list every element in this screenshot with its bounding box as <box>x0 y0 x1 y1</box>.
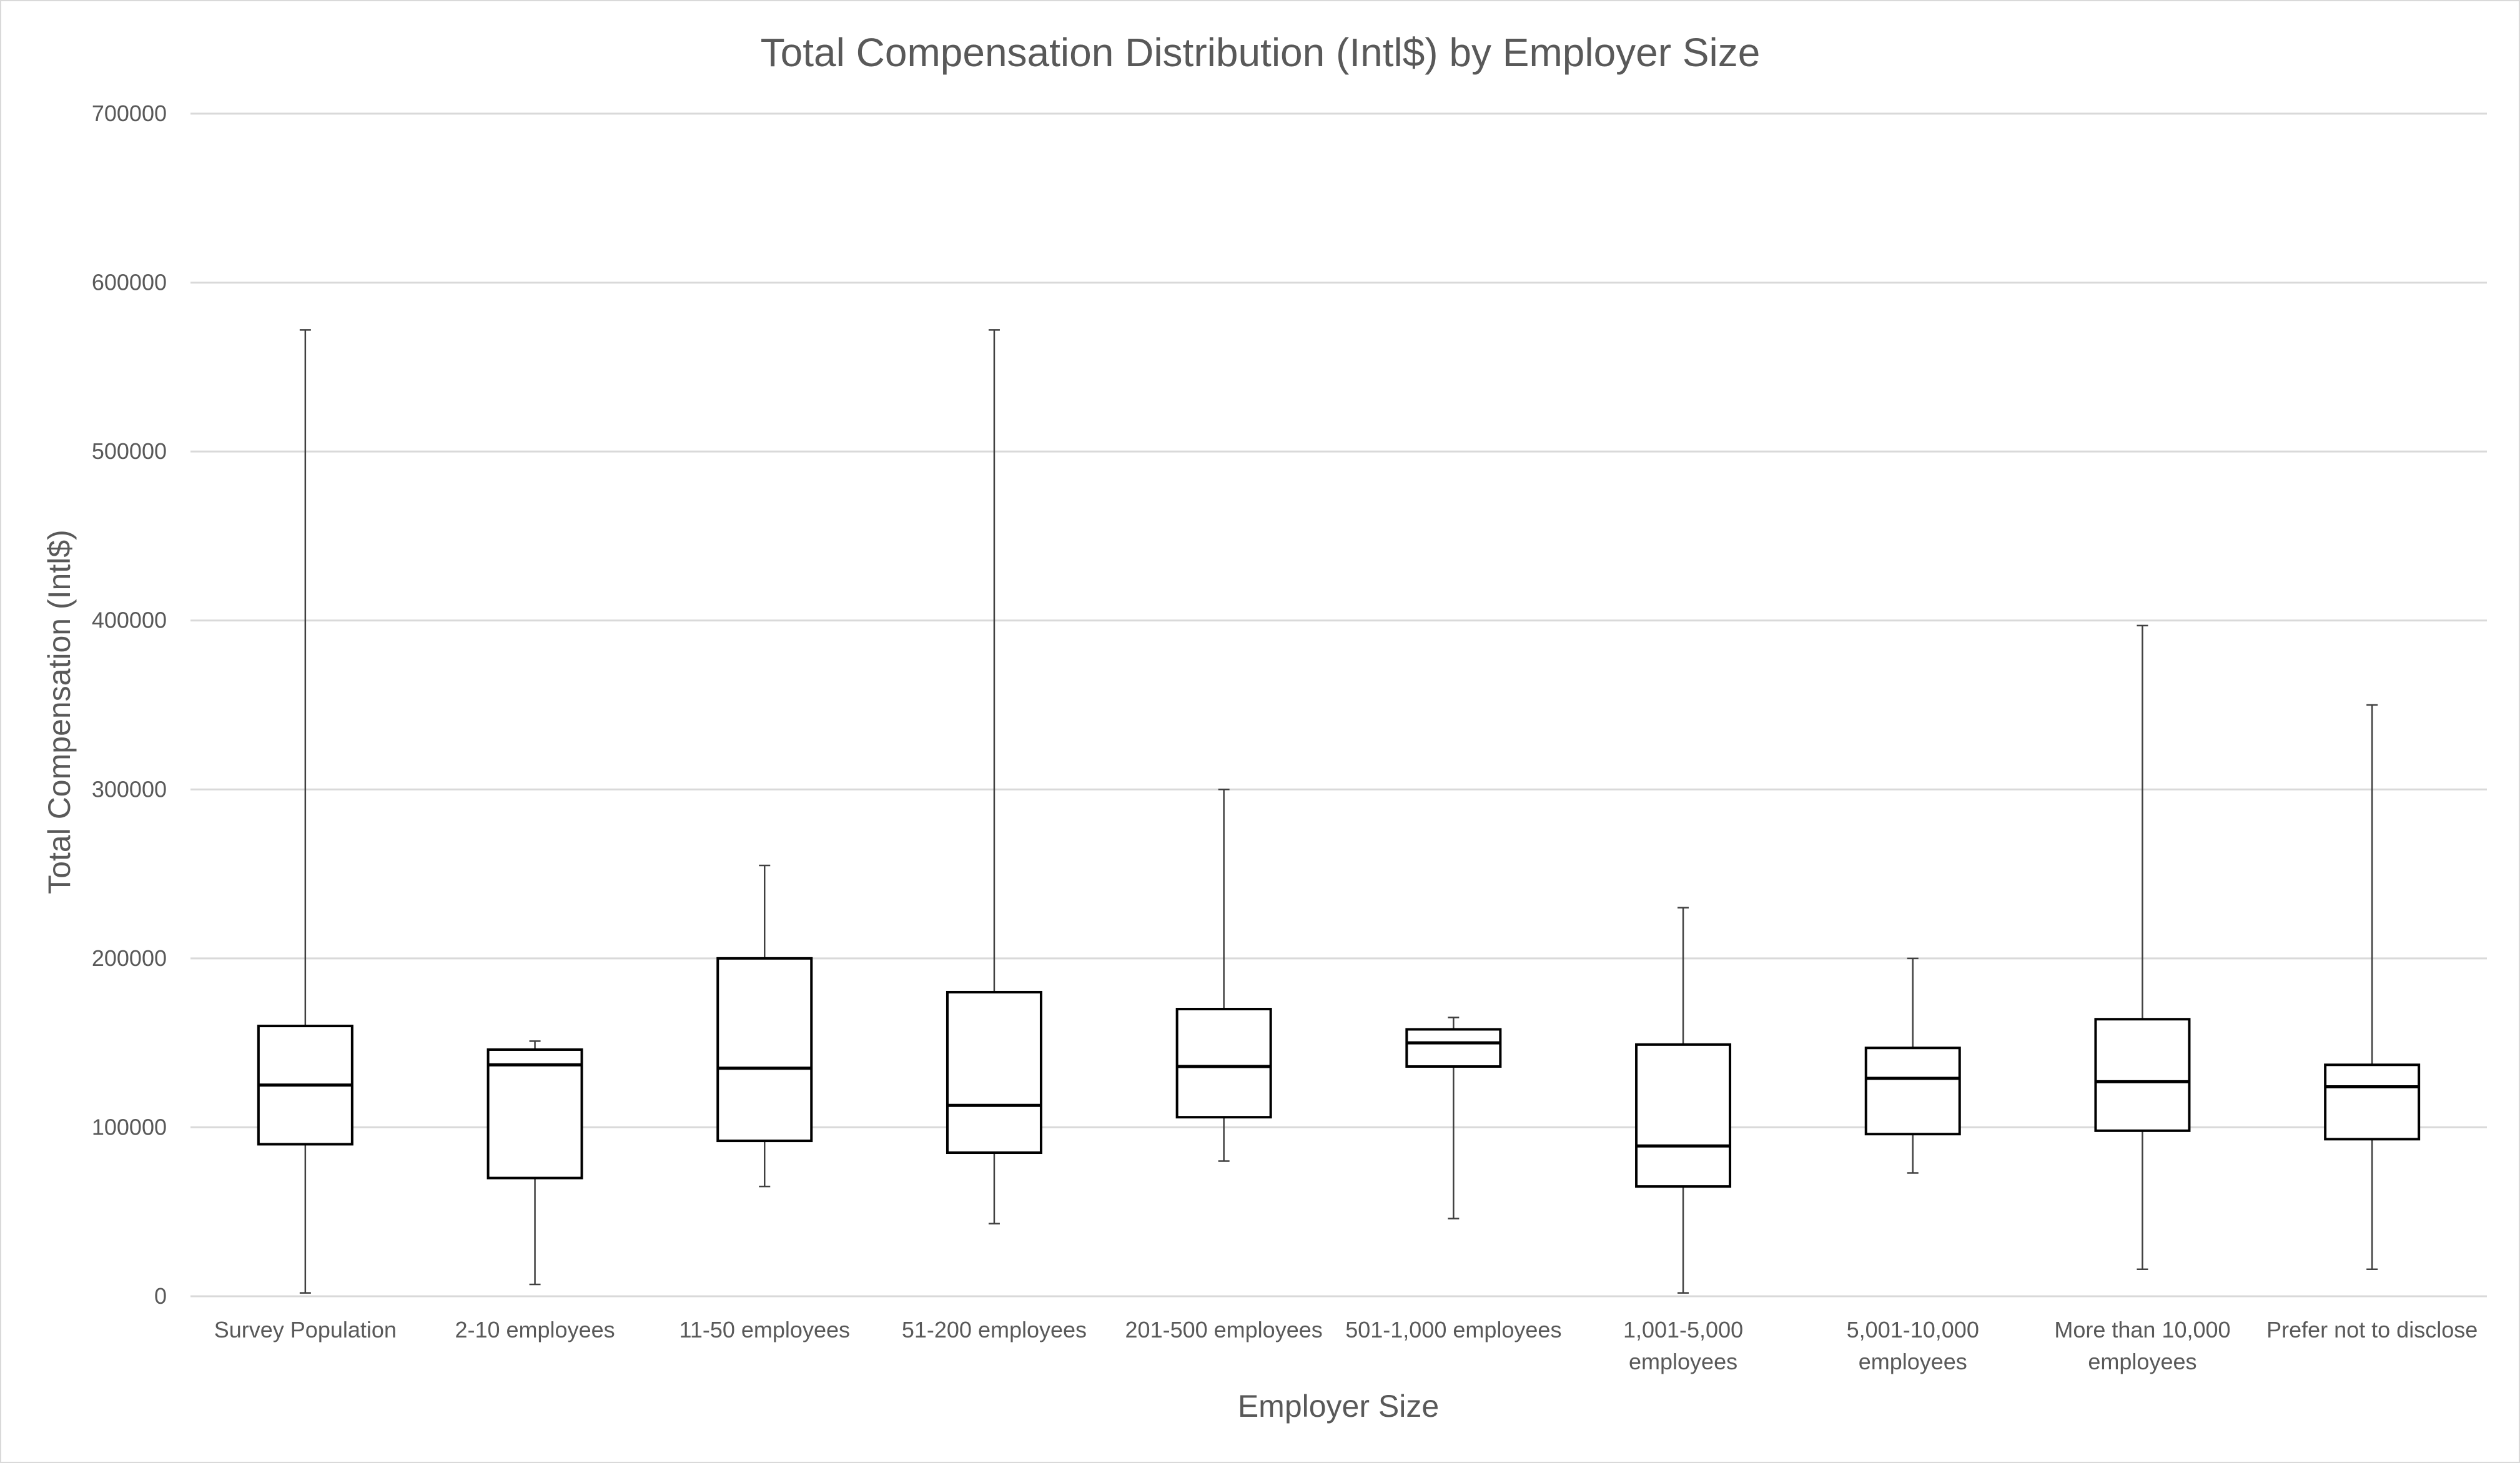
iqr-box <box>1864 1047 1961 1136</box>
iqr-box <box>1635 1043 1732 1188</box>
x-tick-label: Prefer not to disclose <box>2266 1317 2478 1342</box>
y-tick-label: 200000 <box>92 945 167 971</box>
box-group <box>1175 789 1272 1162</box>
y-tick-label: 0 <box>154 1283 167 1309</box>
y-tick-label: 300000 <box>92 776 167 802</box>
y-axis-title: Total Compensation (Intl$) <box>42 530 77 894</box>
box-series <box>257 329 2421 1294</box>
iqr-box <box>487 1048 583 1180</box>
box-group <box>487 1040 583 1286</box>
x-tick-label: 2-10 employees <box>455 1317 615 1342</box>
iqr-box <box>1405 1028 1502 1068</box>
box-group <box>1635 907 1732 1294</box>
y-tick-label: 700000 <box>92 101 167 126</box>
iqr-box <box>1175 1008 1272 1119</box>
box-group <box>946 329 1042 1224</box>
box-group <box>257 329 353 1294</box>
x-tick-label: 5,001-10,000 employees <box>1847 1317 1979 1374</box>
x-tick-label-line: employees <box>1629 1349 1737 1374</box>
x-tick-label: 201-500 employees <box>1125 1317 1323 1342</box>
y-tick-label: 100000 <box>92 1114 167 1140</box>
x-tick-label: 51-200 employees <box>902 1317 1087 1342</box>
x-tick-label: 11-50 employees <box>679 1317 851 1342</box>
x-tick-label-line: More than 10,000 <box>2054 1317 2230 1342</box>
iqr-box <box>716 957 813 1143</box>
x-tick-label-line: 51-200 employees <box>902 1317 1087 1342</box>
chart-title: Total Compensation Distribution (Intl$) … <box>761 30 1761 75</box>
x-tick-label-line: 1,001-5,000 <box>1623 1317 1743 1342</box>
x-tick-label-line: 2-10 employees <box>455 1317 615 1342</box>
x-tick-label-line: Survey Population <box>214 1317 397 1342</box>
box-group <box>2324 704 2421 1270</box>
x-tick-label: 1,001-5,000 employees <box>1623 1317 1743 1374</box>
iqr-box <box>2324 1063 2421 1141</box>
x-axis-ticks: Survey Population 2-10 employees 11-50 emp… <box>214 1317 2478 1374</box>
x-axis-title: Employer Size <box>1238 1389 1439 1424</box>
x-tick-label: More than 10,000 employees <box>2054 1317 2230 1374</box>
x-tick-label: Survey Population <box>214 1317 397 1342</box>
y-tick-label: 600000 <box>92 270 167 295</box>
x-tick-label-line: 201-500 employees <box>1125 1317 1323 1342</box>
y-axis-ticks: 0 100000 200000 300000 400000 500000 600000 700… <box>92 101 167 1309</box>
iqr-box <box>946 990 1042 1155</box>
x-tick-label-line: 11-50 employees <box>679 1317 851 1342</box>
x-tick-label-line: Prefer not to disclose <box>2266 1317 2478 1342</box>
box-group <box>1405 1017 1502 1219</box>
x-tick-label-line: 5,001-10,000 <box>1847 1317 1979 1342</box>
iqr-box <box>2094 1018 2191 1132</box>
box-group <box>2094 624 2191 1270</box>
x-tick-label-line: employees <box>2088 1349 2196 1374</box>
box-group <box>716 864 813 1188</box>
box-group <box>1864 957 1961 1174</box>
x-tick-label-line: 501-1,000 employees <box>1345 1317 1561 1342</box>
y-tick-label: 500000 <box>92 438 167 464</box>
y-tick-label: 400000 <box>92 608 167 633</box>
x-tick-label: 501-1,000 employees <box>1345 1317 1561 1342</box>
x-tick-label-line: employees <box>1859 1349 1967 1374</box>
